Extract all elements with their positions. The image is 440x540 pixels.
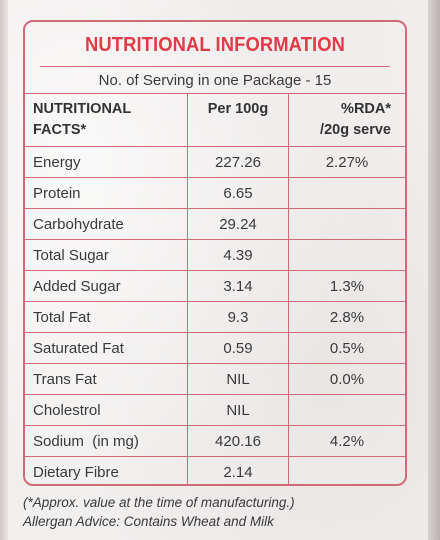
header-nutrient-line1: NUTRITIONAL bbox=[33, 101, 132, 117]
left-edge bbox=[0, 0, 8, 540]
serving-line: No. of Serving in one Package - 15 bbox=[25, 67, 405, 94]
per100g-value: 6.65 bbox=[188, 178, 289, 208]
footnote: (*Approx. value at the time of manufactu… bbox=[23, 493, 423, 531]
rda-value: 4.2% bbox=[329, 433, 365, 450]
header-nutrient: NUTRITIONAL FACTS* bbox=[25, 94, 188, 146]
nutrient-name: Cholestrol bbox=[25, 395, 188, 425]
rda-value bbox=[289, 209, 405, 239]
table-row: Sodium (in mg) 420.16 4.2% bbox=[25, 426, 405, 457]
per100g-value: 227.26 bbox=[188, 147, 289, 177]
table-row: Carbohydrate 29.24 bbox=[25, 209, 405, 240]
nutrient-name: Total Fat bbox=[25, 302, 188, 332]
rda-value bbox=[289, 240, 405, 270]
table-row: Energy 227.26 2.27% bbox=[25, 147, 405, 178]
table-row: Total Fat 9.3 2.8% bbox=[25, 302, 405, 333]
table-row: Total Sugar 4.39 bbox=[25, 240, 405, 271]
per100g-value: 3.14 bbox=[188, 271, 289, 301]
nutrient-name: Dietary Fibre bbox=[25, 457, 188, 484]
nutrient-name: Protein bbox=[25, 178, 188, 208]
nutrient-name: Energy bbox=[25, 147, 188, 177]
header-rda: %RDA* /20g serve bbox=[289, 94, 405, 146]
nutrition-panel: NUTRITIONAL INFORMATION No. of Serving i… bbox=[23, 20, 407, 486]
rda-value: 0.0% bbox=[329, 371, 365, 388]
nutrient-name: Sodium (in mg) bbox=[25, 426, 188, 456]
table-row: Trans Fat NIL 0.0% bbox=[25, 364, 405, 395]
table-row: Saturated Fat 0.59 0.5% bbox=[25, 333, 405, 364]
table-row: Cholestrol NIL bbox=[25, 395, 405, 426]
per100g-value: 9.3 bbox=[188, 302, 289, 332]
header-rda-line1: %RDA* bbox=[341, 101, 391, 117]
nutrient-name: Trans Fat bbox=[25, 364, 188, 394]
table-row: Added Sugar 3.14 1.3% bbox=[25, 271, 405, 302]
nutrient-name: Saturated Fat bbox=[25, 333, 188, 363]
per100g-value: 29.24 bbox=[188, 209, 289, 239]
rda-value: 2.27% bbox=[325, 154, 369, 171]
header-nutrient-line2: FACTS* bbox=[33, 122, 87, 138]
nutrient-name: Added Sugar bbox=[25, 271, 188, 301]
table-header: NUTRITIONAL FACTS* Per 100g %RDA* /20g s… bbox=[25, 94, 405, 147]
nutrient-name: Carbohydrate bbox=[25, 209, 188, 239]
rda-value bbox=[289, 178, 405, 208]
per100g-value: 4.39 bbox=[188, 240, 289, 270]
per100g-value: 420.16 bbox=[188, 426, 289, 456]
nutrition-table: NUTRITIONAL FACTS* Per 100g %RDA* /20g s… bbox=[25, 94, 405, 484]
header-per100g: Per 100g bbox=[188, 94, 289, 146]
table-row: Dietary Fibre 2.14 bbox=[25, 457, 405, 484]
right-edge bbox=[428, 0, 440, 540]
per100g-value: 2.14 bbox=[188, 457, 289, 484]
footnote-allergen: Allergan Advice: Contains Wheat and Milk bbox=[23, 514, 274, 529]
rda-value: 0.5% bbox=[329, 340, 365, 357]
rda-value bbox=[289, 457, 405, 484]
nutrient-name: Total Sugar bbox=[25, 240, 188, 270]
header-rda-line2: /20g serve bbox=[320, 122, 391, 138]
rda-value: 1.3% bbox=[329, 278, 365, 295]
rda-value: 2.8% bbox=[329, 309, 365, 326]
footnote-approx: (*Approx. value at the time of manufactu… bbox=[23, 495, 295, 510]
per100g-value: 0.59 bbox=[188, 333, 289, 363]
rda-value bbox=[289, 395, 405, 425]
per100g-value: NIL bbox=[188, 364, 289, 394]
table-row: Protein 6.65 bbox=[25, 178, 405, 209]
per100g-value: NIL bbox=[188, 395, 289, 425]
panel-title: NUTRITIONAL INFORMATION bbox=[40, 22, 390, 67]
